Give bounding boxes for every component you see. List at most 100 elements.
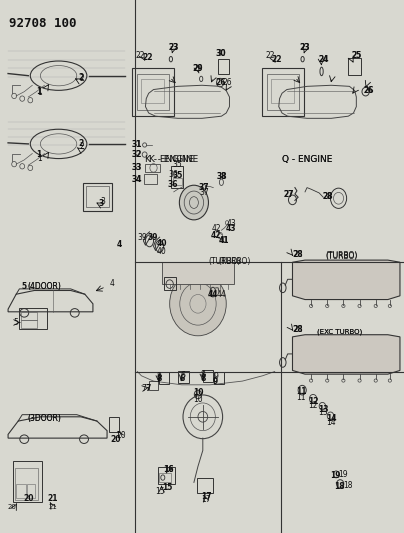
Text: (TURBO): (TURBO) [325,253,358,261]
Text: 14: 14 [326,418,336,426]
Text: (4DOOR): (4DOOR) [27,282,61,291]
Text: 20: 20 [8,504,17,511]
Text: 17: 17 [201,496,211,504]
Text: 33: 33 [132,164,141,172]
Text: (TURBO): (TURBO) [218,257,250,265]
Text: 41: 41 [219,237,229,245]
Text: 20: 20 [116,432,126,440]
Text: 5: 5 [22,282,27,291]
Text: 1: 1 [36,87,41,96]
Text: 26: 26 [364,86,373,95]
Text: 35: 35 [173,160,183,168]
Text: 41: 41 [219,237,229,245]
Text: 44: 44 [217,290,226,298]
Text: 29: 29 [193,64,203,72]
Text: 12: 12 [308,397,318,406]
Text: 13: 13 [318,405,328,414]
Text: 23: 23 [300,44,310,52]
Text: 11: 11 [296,393,306,401]
Text: 34: 34 [132,175,141,184]
Text: 39: 39 [137,233,147,241]
Text: 34: 34 [131,175,142,184]
Text: 21: 21 [47,494,58,503]
Text: 2: 2 [79,75,84,83]
Text: 22: 22 [136,52,145,60]
Text: K - ENGINE: K - ENGINE [149,156,198,164]
Text: Q - ENGINE: Q - ENGINE [282,156,332,164]
Text: Q - ENGINE: Q - ENGINE [282,156,332,164]
Text: 6: 6 [180,371,185,379]
Text: 37: 37 [199,183,209,192]
Text: (TURBO): (TURBO) [325,252,358,260]
Text: 29: 29 [193,64,203,72]
Ellipse shape [170,272,226,336]
Text: 10: 10 [193,389,203,397]
Text: 8: 8 [200,374,206,383]
Text: 7: 7 [146,384,152,392]
Text: 19: 19 [330,471,341,480]
Text: 6: 6 [179,374,184,383]
Text: 8: 8 [156,374,162,383]
Text: 30: 30 [217,49,226,58]
Text: 43: 43 [226,224,236,232]
Text: 92708 100: 92708 100 [9,17,76,30]
Text: 28: 28 [293,325,303,334]
Text: 26: 26 [215,78,225,87]
Text: 27: 27 [283,190,294,199]
Text: 21: 21 [49,504,58,511]
Text: 3: 3 [101,197,105,206]
Text: 27: 27 [284,190,293,199]
Text: 3: 3 [99,199,103,208]
Text: 44: 44 [208,290,219,298]
Text: 4: 4 [110,279,115,288]
Text: K - ENGINE: K - ENGINE [145,156,194,164]
Text: 20: 20 [23,494,34,503]
Text: 42: 42 [211,224,221,232]
Text: 28: 28 [322,192,332,200]
Text: 28: 28 [293,251,303,259]
Text: (TURBO): (TURBO) [208,257,240,265]
Text: (3DOOR): (3DOOR) [27,414,61,423]
Text: 26: 26 [222,78,232,87]
Text: 14: 14 [326,415,337,423]
Ellipse shape [179,185,208,220]
Text: 42: 42 [211,231,221,240]
Text: 22: 22 [271,55,282,64]
Text: 40: 40 [157,247,166,256]
Text: 9: 9 [214,372,219,381]
Polygon shape [292,260,400,300]
Text: 19: 19 [339,470,348,479]
Text: 17: 17 [201,492,211,501]
Text: 2: 2 [79,142,84,151]
Text: 39: 39 [147,233,158,241]
Text: 20: 20 [110,435,120,444]
Text: 5: 5 [13,318,18,327]
Text: 13: 13 [318,408,328,417]
Text: 15: 15 [162,483,173,492]
Text: 38: 38 [216,173,227,181]
Text: 25: 25 [351,52,361,60]
Text: (EXC TURBO): (EXC TURBO) [317,328,362,335]
Text: 22: 22 [265,52,275,60]
FancyBboxPatch shape [162,262,234,284]
Text: 43: 43 [226,220,236,228]
Text: 33: 33 [131,164,142,172]
Text: 11: 11 [296,387,306,396]
Text: 40: 40 [156,239,167,248]
Text: 1: 1 [37,155,42,163]
Text: 23: 23 [300,44,310,52]
Text: 32: 32 [131,150,142,159]
Text: 23: 23 [168,44,179,52]
Text: 8: 8 [200,370,205,379]
Text: 38: 38 [217,173,226,181]
Text: 36: 36 [168,171,178,179]
Text: 2: 2 [78,73,83,82]
Text: 16: 16 [164,465,174,473]
Text: 10: 10 [193,395,203,404]
Text: 22: 22 [142,53,153,62]
Text: 16: 16 [164,465,174,473]
Text: 31: 31 [132,141,141,149]
Text: 35: 35 [173,172,183,180]
Text: 9: 9 [213,377,217,385]
Text: 2: 2 [78,140,83,148]
